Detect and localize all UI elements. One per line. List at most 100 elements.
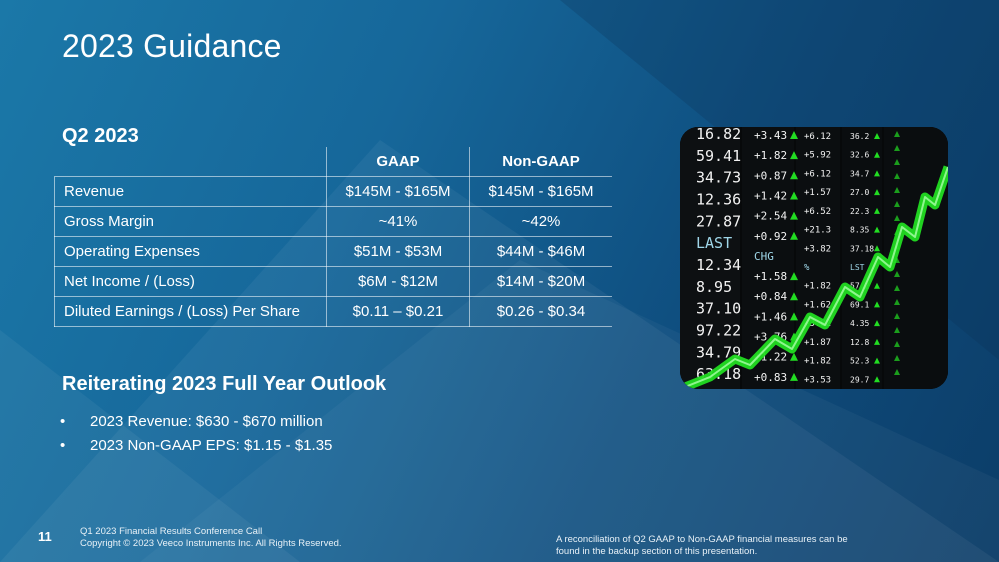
ticker-value: +3.82 (804, 244, 831, 254)
up-arrow-icon (874, 207, 880, 214)
up-arrow-icon (894, 145, 900, 151)
ticker-value: 4.35 (850, 319, 869, 328)
row-gaap-value: $6M - $12M (326, 266, 470, 297)
up-arrow-icon (874, 151, 880, 158)
ticker-value: 16.82 (696, 127, 741, 143)
footer-copyright-text: Copyright © 2023 Veeco Instruments Inc. … (80, 538, 342, 549)
bullet-icon: • (60, 437, 66, 454)
ticker-value: LAST (696, 234, 732, 252)
ticker-value: 37.18 (850, 244, 874, 253)
list-item-text: 2023 Revenue: $630 - $670 million (90, 413, 323, 430)
row-non-gaap-value: $0.26 - $0.34 (469, 296, 612, 327)
up-arrow-icon (790, 312, 798, 321)
row-label: Operating Expenses (54, 236, 327, 267)
guidance-table: GAAP Non-GAAP Revenue $145M - $165M $145… (54, 147, 612, 327)
page-number: 11 (38, 529, 52, 544)
ticker-value: 69.1 (850, 300, 869, 309)
up-arrow-icon (894, 131, 900, 137)
ticker-value: 34.7 (850, 169, 869, 178)
row-non-gaap-value: $14M - $20M (469, 266, 612, 297)
slide-title: 2023 Guidance (62, 28, 282, 64)
up-arrow-icon (894, 327, 900, 333)
ticker-value: +0.87 (754, 169, 787, 182)
ticker-value: 27.0 (850, 188, 869, 197)
ticker-value: +1.82 (754, 149, 787, 162)
ticker-value: 34.73 (696, 169, 741, 187)
ticker-value: +1.87 (804, 338, 831, 348)
footer-copyright: Q1 2023 Financial Results Conference Cal… (80, 526, 342, 550)
ticker-value: 59.41 (696, 147, 741, 165)
ticker-value: +1.82 (804, 282, 831, 292)
up-arrow-icon (894, 173, 900, 179)
ticker-value: 57.2 (850, 282, 869, 291)
outlook-list: • 2023 Revenue: $630 - $670 million • 20… (58, 410, 332, 458)
up-arrow-icon (874, 133, 880, 139)
ticker-value: 36.2 (850, 132, 869, 141)
ticker-value: % (804, 263, 810, 273)
ticker-value: CHG (754, 250, 774, 263)
up-arrow-icon (790, 352, 798, 361)
row-non-gaap-value: $145M - $165M (469, 176, 612, 207)
table-row: Revenue $145M - $165M $145M - $165M (54, 176, 612, 207)
ticker-value: 32.6 (850, 151, 869, 160)
up-arrow-icon (894, 271, 900, 277)
row-label: Gross Margin (54, 206, 327, 237)
ticker-value: 97.22 (696, 322, 741, 340)
table-row: Gross Margin ~41% ~42% (54, 206, 612, 237)
ticker-value: +0.92 (754, 230, 787, 243)
ticker-value: 34.79 (696, 343, 741, 361)
up-arrow-icon (790, 171, 798, 180)
up-arrow-icon (894, 201, 900, 207)
ticker-value: +0.84 (754, 290, 787, 303)
list-item: • 2023 Revenue: $630 - $670 million (58, 410, 332, 434)
bullet-icon: • (60, 413, 66, 430)
up-arrow-icon (790, 131, 798, 139)
row-gaap-value: $51M - $53M (326, 236, 470, 267)
row-label: Diluted Earnings / (Loss) Per Share (54, 296, 327, 327)
up-arrow-icon (894, 285, 900, 291)
up-arrow-icon (894, 313, 900, 319)
table-row: Operating Expenses $51M - $53M $44M - $4… (54, 236, 612, 267)
list-item-text: 2023 Non-GAAP EPS: $1.15 - $1.35 (90, 437, 333, 454)
up-arrow-icon (790, 292, 798, 301)
up-arrow-icon (894, 355, 900, 361)
row-gaap-value: $145M - $165M (326, 176, 470, 207)
header-non-gaap: Non-GAAP (469, 147, 612, 177)
stock-ticker-photo: 16.82 59.41 34.73 12.36 27.87 LAST 12.34 8.95 37… (680, 127, 948, 389)
up-arrow-icon (874, 320, 880, 327)
footer-reconciliation-note: A reconciliation of Q2 GAAP to Non-GAAP … (556, 534, 886, 558)
ticker-value: +1.57 (804, 188, 831, 198)
ticker-value: LST (850, 263, 865, 272)
ticker-value: +6.12 (804, 132, 831, 142)
up-arrow-icon (874, 170, 880, 177)
ticker-value: +21.3 (804, 226, 831, 236)
outlook-heading: Reiterating 2023 Full Year Outlook (62, 373, 387, 395)
row-label: Net Income / (Loss) (54, 266, 327, 297)
ticker-value: +3.43 (754, 129, 787, 142)
up-arrow-icon (874, 301, 880, 308)
up-arrow-icon (790, 151, 798, 160)
ticker-value: +6.12 (804, 169, 831, 179)
up-arrow-icon (790, 231, 798, 240)
ticker-value: 27.87 (696, 212, 741, 230)
header-blank-cell (54, 147, 327, 177)
up-arrow-icon (894, 369, 900, 375)
up-arrow-icon (874, 189, 880, 196)
ticker-value: +1.62 (804, 300, 831, 310)
ticker-value: +1.42 (754, 189, 787, 202)
up-arrow-icon (790, 211, 798, 220)
stock-ticker-chart-icon: 16.82 59.41 34.73 12.36 27.87 LAST 12.34 8.95 37… (680, 127, 948, 389)
up-arrow-icon (874, 376, 880, 383)
row-label: Revenue (54, 176, 327, 207)
footer-event-name: Q1 2023 Financial Results Conference Cal… (80, 526, 263, 537)
ticker-value: +5.92 (804, 151, 831, 161)
up-arrow-icon (894, 159, 900, 165)
ticker-value: 12.8 (850, 338, 869, 347)
ticker-value: 8.35 (850, 226, 869, 235)
footer-note-line2: found in the backup section of this pres… (556, 546, 758, 557)
up-arrow-icon (790, 272, 798, 281)
up-arrow-icon (874, 338, 880, 345)
table-header-row: GAAP Non-GAAP (54, 147, 612, 177)
up-arrow-icon (874, 226, 880, 233)
list-item: • 2023 Non-GAAP EPS: $1.15 - $1.35 (58, 434, 332, 458)
